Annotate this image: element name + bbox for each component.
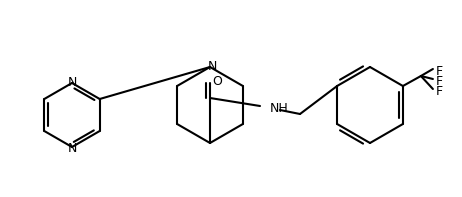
Text: F: F: [435, 85, 443, 98]
Text: F: F: [435, 74, 443, 87]
Text: N: N: [67, 141, 77, 154]
Text: N: N: [67, 75, 77, 88]
Text: NH: NH: [270, 101, 289, 114]
Text: O: O: [212, 74, 222, 87]
Text: F: F: [435, 64, 443, 77]
Text: N: N: [207, 59, 217, 72]
